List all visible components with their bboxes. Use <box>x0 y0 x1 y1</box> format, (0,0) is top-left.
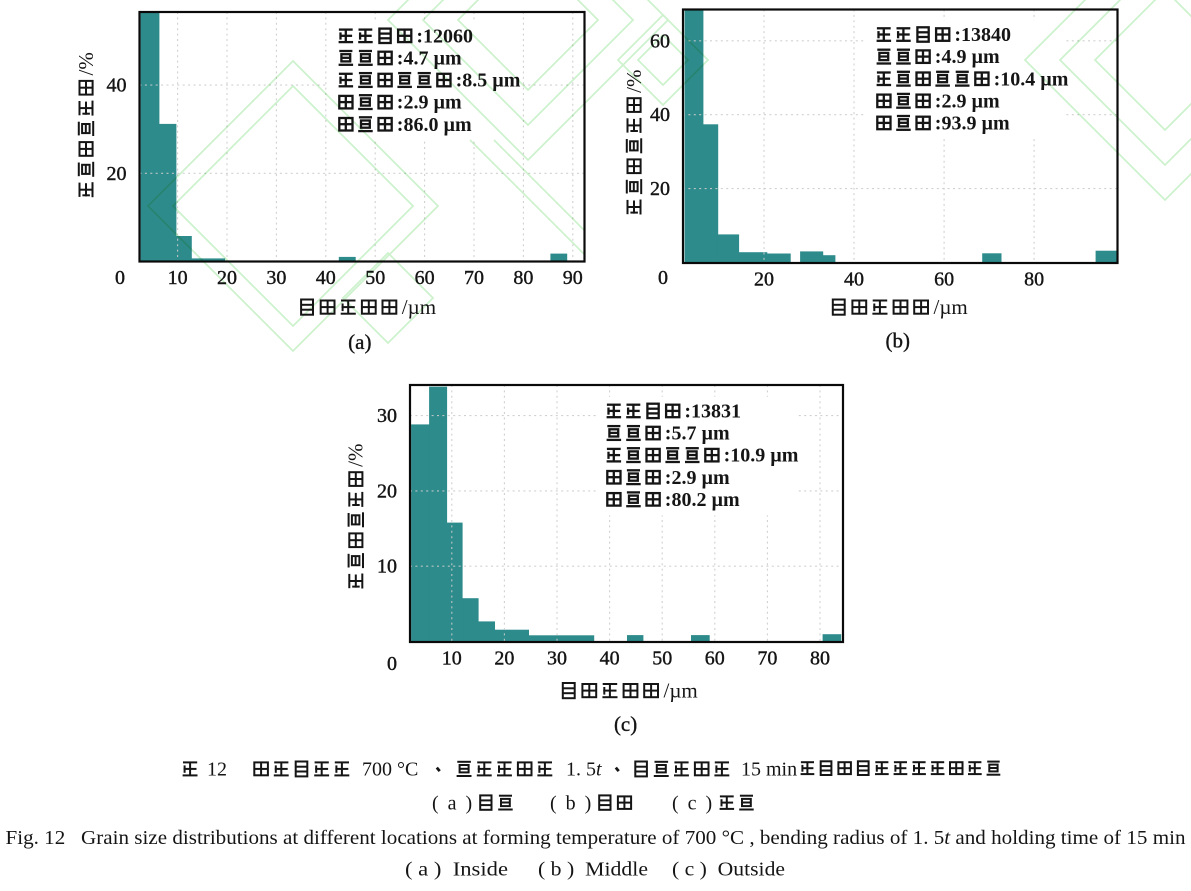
svg-text:( a ) Inside: ( a ) Inside <box>405 860 508 881</box>
svg-text:0: 0 <box>387 653 397 675</box>
svg-text:30: 30 <box>266 267 286 289</box>
svg-text::10.4 µm: :10.4 µm <box>994 68 1069 90</box>
svg-text:1. 5t: 1. 5t <box>566 759 602 781</box>
svg-text::8.5 µm: :8.5 µm <box>456 70 521 92</box>
svg-text:/µm: /µm <box>664 679 698 703</box>
svg-text:( c ) Outside: ( c ) Outside <box>672 860 785 881</box>
svg-text:/%: /% <box>74 52 98 75</box>
svg-text:12: 12 <box>207 759 227 781</box>
svg-text::2.9 µm: :2.9 µm <box>935 90 1000 112</box>
svg-text:700 °C: 700 °C <box>362 759 418 781</box>
svg-text:( b ): ( b ) <box>550 793 593 815</box>
svg-text:/%: /% <box>622 69 646 92</box>
svg-text::10.9 µm: :10.9 µm <box>724 445 799 467</box>
svg-text:90: 90 <box>563 267 583 289</box>
svg-text:80: 80 <box>1024 269 1044 291</box>
svg-text:60: 60 <box>934 269 954 291</box>
svg-text:/%: /% <box>344 443 368 466</box>
svg-text:20: 20 <box>650 178 670 200</box>
svg-text:30: 30 <box>547 648 567 670</box>
svg-text:40: 40 <box>650 104 670 126</box>
svg-text::4.9 µm: :4.9 µm <box>935 46 1000 68</box>
svg-text:/µm: /µm <box>402 295 436 319</box>
svg-text::12060: :12060 <box>416 25 473 47</box>
svg-text:30: 30 <box>377 405 397 427</box>
svg-text:40: 40 <box>107 75 127 97</box>
svg-text:70: 70 <box>464 267 484 289</box>
svg-text:( b ) Middle: ( b ) Middle <box>538 860 648 881</box>
svg-text:/µm: /µm <box>934 295 968 319</box>
svg-text::2.9 µm: :2.9 µm <box>397 92 462 114</box>
svg-text::86.0 µm: :86.0 µm <box>397 114 472 136</box>
svg-text:Fig. 12 Grain size distribut: Fig. 12 Grain size distributions at diff… <box>6 828 1186 849</box>
svg-text:60: 60 <box>705 648 725 670</box>
svg-text:70: 70 <box>757 648 777 670</box>
svg-text::5.7 µm: :5.7 µm <box>665 423 730 445</box>
svg-text::2.9 µm: :2.9 µm <box>665 467 730 489</box>
svg-text:20: 20 <box>377 480 397 502</box>
svg-text:60: 60 <box>650 30 670 52</box>
svg-text:60: 60 <box>415 267 435 289</box>
svg-text:(c): (c) <box>614 712 637 736</box>
svg-text:40: 40 <box>844 269 864 291</box>
svg-text::13840: :13840 <box>954 24 1011 46</box>
svg-text:10: 10 <box>168 267 188 289</box>
svg-text:20: 20 <box>107 163 127 185</box>
svg-text::93.9 µm: :93.9 µm <box>935 113 1010 135</box>
svg-text:50: 50 <box>365 267 385 289</box>
svg-text:20: 20 <box>217 267 237 289</box>
svg-text::13831: :13831 <box>684 401 741 423</box>
svg-text::80.2 µm: :80.2 µm <box>665 489 740 511</box>
svg-text:(b): (b) <box>886 329 911 353</box>
svg-text:0: 0 <box>658 267 668 289</box>
svg-text:10: 10 <box>377 556 397 578</box>
svg-text:40: 40 <box>600 648 620 670</box>
svg-text:( c ): ( c ) <box>672 793 714 815</box>
svg-text:(a): (a) <box>348 330 371 354</box>
svg-text:80: 80 <box>810 648 830 670</box>
svg-text:50: 50 <box>652 648 672 670</box>
svg-text:0: 0 <box>115 267 125 289</box>
svg-text:20: 20 <box>754 269 774 291</box>
svg-text:20: 20 <box>494 648 514 670</box>
svg-text:( a ): ( a ) <box>432 793 474 815</box>
svg-text:80: 80 <box>513 267 533 289</box>
svg-text:40: 40 <box>316 267 336 289</box>
svg-text::4.7 µm: :4.7 µm <box>397 48 462 70</box>
svg-text:15 min: 15 min <box>741 759 797 781</box>
svg-text:10: 10 <box>442 648 462 670</box>
